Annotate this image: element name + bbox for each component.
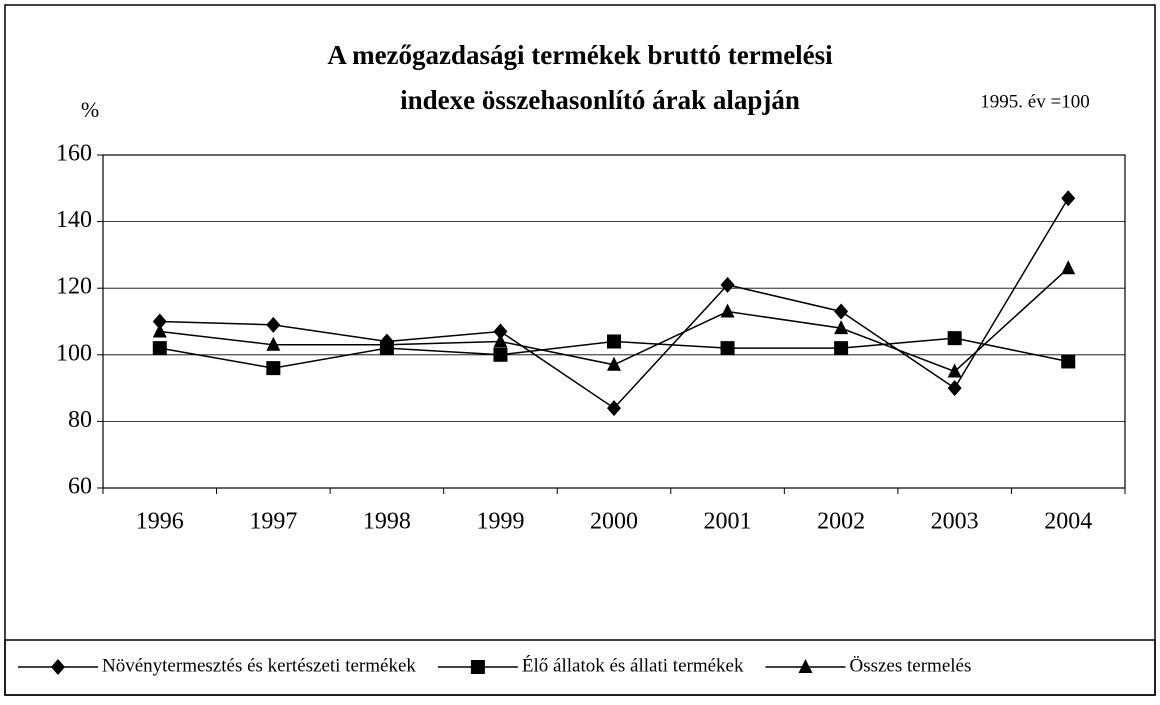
marker xyxy=(266,316,281,333)
y-axis-label: % xyxy=(81,97,99,122)
x-tick-label: 2003 xyxy=(931,509,979,535)
x-tick-label: 2000 xyxy=(590,509,638,535)
marker xyxy=(379,336,394,351)
y-tick-label: 60 xyxy=(68,474,92,500)
x-tick-label: 1999 xyxy=(476,509,524,535)
plot-area xyxy=(102,154,1126,489)
marker xyxy=(266,361,281,376)
marker xyxy=(947,331,962,346)
x-tick-label: 2001 xyxy=(704,509,752,535)
marker xyxy=(266,336,281,351)
marker xyxy=(493,333,508,348)
x-tick-label: 1996 xyxy=(136,509,184,535)
x-tick-label: 2002 xyxy=(817,509,865,535)
annotation: 1995. év =100 xyxy=(980,91,1089,112)
marker xyxy=(1061,190,1076,207)
marker xyxy=(720,303,735,318)
chart-title: A mezőgazdasági termékek bruttó termelés… xyxy=(327,40,833,70)
marker xyxy=(720,276,735,293)
marker xyxy=(607,400,621,417)
marker xyxy=(947,363,962,378)
x-tick-label: 2004 xyxy=(1044,509,1092,535)
x-tick-label: 1997 xyxy=(249,509,297,535)
y-tick-label: 140 xyxy=(56,207,92,233)
chart-subtitle: indexe összehasonlító árak alapján xyxy=(400,85,800,115)
y-tick-label: 100 xyxy=(56,340,92,366)
marker xyxy=(798,659,813,673)
marker xyxy=(834,320,849,335)
legend-label: Növénytermesztés és kertészeti termékek xyxy=(102,655,416,676)
marker xyxy=(1061,354,1076,369)
marker xyxy=(152,323,167,338)
legend-box xyxy=(4,639,1156,696)
marker xyxy=(607,356,621,371)
x-tick-label: 1998 xyxy=(363,509,411,535)
marker xyxy=(493,347,508,362)
marker xyxy=(834,303,849,320)
y-tick-label: 120 xyxy=(56,274,92,300)
legend-label: Élő állatok és állati termékek xyxy=(522,654,744,676)
marker xyxy=(947,380,962,397)
y-tick-label: 80 xyxy=(68,407,92,433)
marker xyxy=(720,341,735,356)
marker xyxy=(493,323,508,340)
y-tick-label: 160 xyxy=(56,141,92,167)
legend-label: Összes termelés xyxy=(849,655,971,676)
marker xyxy=(607,334,621,349)
marker xyxy=(470,660,485,674)
marker xyxy=(1061,260,1076,275)
marker xyxy=(152,341,167,356)
marker xyxy=(834,341,849,356)
marker xyxy=(51,659,65,675)
marker xyxy=(152,313,167,330)
